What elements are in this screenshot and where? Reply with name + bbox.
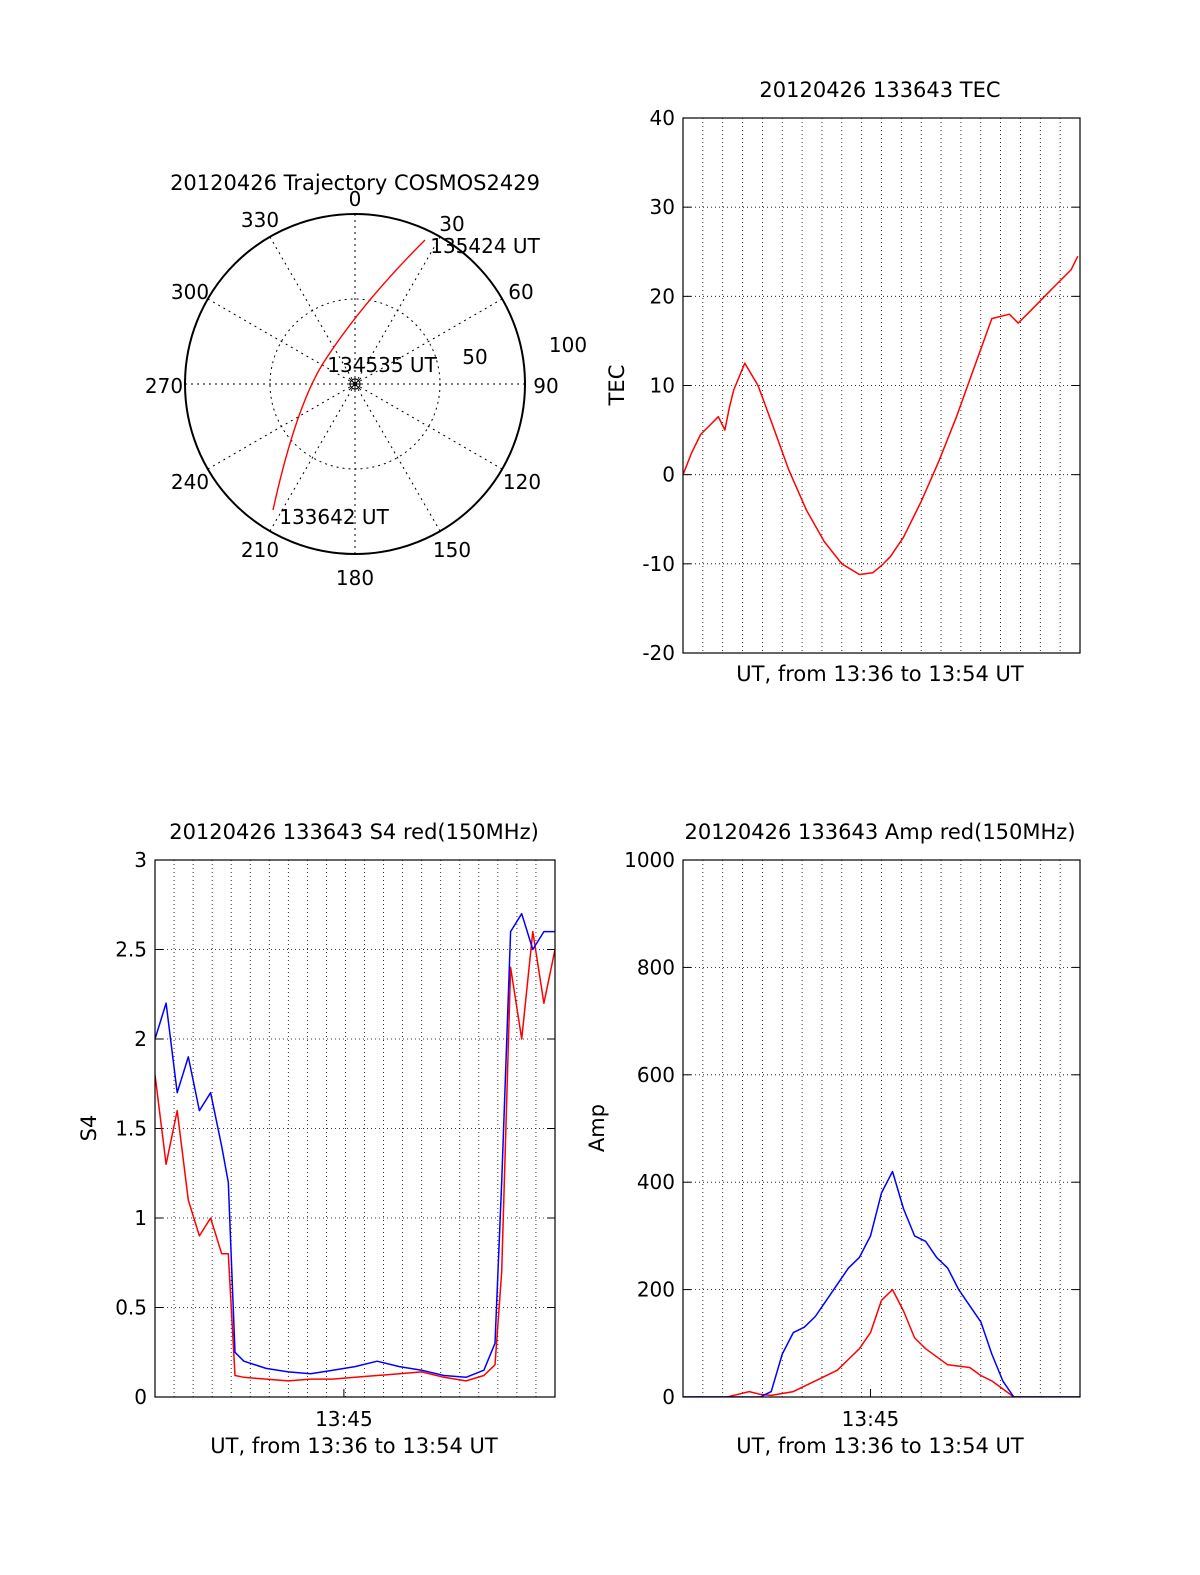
amp-xlabel: UT, from 13:36 to 13:54 UT	[736, 1434, 1024, 1458]
polar-spoke-300	[207, 298, 356, 385]
azimuth-label-180: 180	[336, 566, 374, 590]
azimuth-label-120: 120	[503, 470, 541, 494]
trajectory-start-label: 133642 UT	[279, 505, 389, 529]
polar-spoke-30	[354, 236, 441, 385]
tec-ytick-label: 0	[662, 463, 675, 487]
polar-grid	[185, 214, 525, 554]
s4-series-group	[155, 912, 555, 1382]
amp-plot-area: 1000 800 600 400 200 0 13:45	[624, 848, 1081, 1431]
azimuth-label-0: 0	[349, 187, 362, 211]
azimuth-labels: 0 30 60 90 120 150 180 210 240 270 300 3…	[145, 187, 559, 590]
s4-ytick-label: 1.5	[115, 1117, 147, 1141]
azimuth-label-210: 210	[241, 538, 279, 562]
s4-plot-area: 3 2.5 2 1.5 1 0.5 0 13:45	[115, 848, 556, 1431]
s4-ylabel: S4	[77, 1115, 101, 1142]
polar-spoke-240	[207, 383, 356, 470]
azimuth-label-150: 150	[433, 538, 471, 562]
amp-ytick-label: 400	[637, 1170, 675, 1194]
amp-ytick-label: 200	[637, 1278, 675, 1302]
tec-chart-title: 20120426 133643 TEC	[759, 78, 1000, 102]
s4-xlabel: UT, from 13:36 to 13:54 UT	[210, 1434, 498, 1458]
radial-label-100: 100	[549, 333, 587, 357]
s4-ytick-label: 2	[134, 1027, 147, 1051]
polar-spoke-210	[269, 383, 356, 532]
polar-spoke-60	[354, 298, 503, 385]
s4-ytick-label: 2.5	[115, 938, 147, 962]
tec-series-group	[683, 255, 1079, 576]
amp-series-2-line	[683, 1170, 1080, 1397]
polar-trajectory-panel: 20120426 Trajectory COSMOS2429 0	[145, 171, 587, 590]
amp-chart-panel: 20120426 133643 Amp red(150MHz) 1000 800 6…	[585, 820, 1081, 1458]
s4-ytick-label: 0	[134, 1385, 147, 1409]
s4-ytick-label: 0.5	[115, 1296, 147, 1320]
polar-outer-ring	[184, 213, 526, 555]
amp-chart-title: 20120426 133643 Amp red(150MHz)	[684, 820, 1075, 844]
amp-ylabel: Amp	[585, 1104, 609, 1152]
azimuth-label-90: 90	[533, 374, 558, 398]
polar-spoke-330	[269, 236, 356, 385]
polar-title: 20120426 Trajectory COSMOS2429	[170, 171, 540, 195]
s4-series-1-line	[155, 930, 555, 1382]
tec-ytick-label: 30	[650, 195, 675, 219]
tec-ytick-label: -10	[642, 552, 675, 576]
s4-xtick-label: 13:45	[315, 1407, 373, 1431]
azimuth-label-30: 30	[439, 212, 464, 236]
amp-ytick-label: 600	[637, 1063, 675, 1087]
amp-series-group	[683, 1170, 1080, 1397]
azimuth-label-330: 330	[241, 208, 279, 232]
tec-xlabel: UT, from 13:36 to 13:54 UT	[736, 662, 1024, 686]
amp-ytick-label: 1000	[624, 848, 675, 872]
amp-plot-frame	[682, 859, 1081, 1398]
amp-xtick-label: 13:45	[842, 1407, 900, 1431]
azimuth-label-300: 300	[171, 280, 209, 304]
radial-label-50: 50	[462, 345, 487, 369]
satellite-trajectory-line	[272, 239, 426, 511]
s4-ytick-label: 3	[134, 848, 147, 872]
polar-center-marker	[347, 376, 363, 392]
s4-chart-title: 20120426 133643 S4 red(150MHz)	[169, 820, 539, 844]
tec-ylabel: TEC	[605, 365, 629, 407]
polar-spoke-120	[354, 383, 503, 470]
azimuth-label-240: 240	[171, 470, 209, 494]
tec-ytick-label: 40	[650, 106, 675, 130]
trajectory-middle-label: 134535 UT	[327, 353, 437, 377]
s4-chart-panel: 20120426 133643 S4 red(150MHz) 3 2.5 2 1.5 1…	[77, 820, 556, 1458]
tec-ytick-label: 20	[650, 284, 675, 308]
s4-ytick-label: 1	[134, 1206, 147, 1230]
azimuth-label-270: 270	[145, 374, 183, 398]
tec-ytick-label: 10	[650, 374, 675, 398]
tec-series-1-line	[683, 255, 1079, 576]
s4-series-2-line	[155, 912, 555, 1379]
amp-ytick-label: 0	[662, 1385, 675, 1409]
amp-ytick-label: 800	[637, 955, 675, 979]
trajectory-end-label: 135424 UT	[430, 234, 540, 258]
tec-plot-frame	[682, 117, 1081, 654]
tec-ytick-label: -20	[642, 641, 675, 665]
polar-spoke-150	[354, 383, 441, 532]
amp-series-1-line	[683, 1288, 1080, 1397]
s4-plot-frame	[154, 859, 556, 1398]
tec-plot-area: 40 30 20 10 0 -10 -20	[642, 106, 1081, 665]
azimuth-label-60: 60	[508, 280, 533, 304]
